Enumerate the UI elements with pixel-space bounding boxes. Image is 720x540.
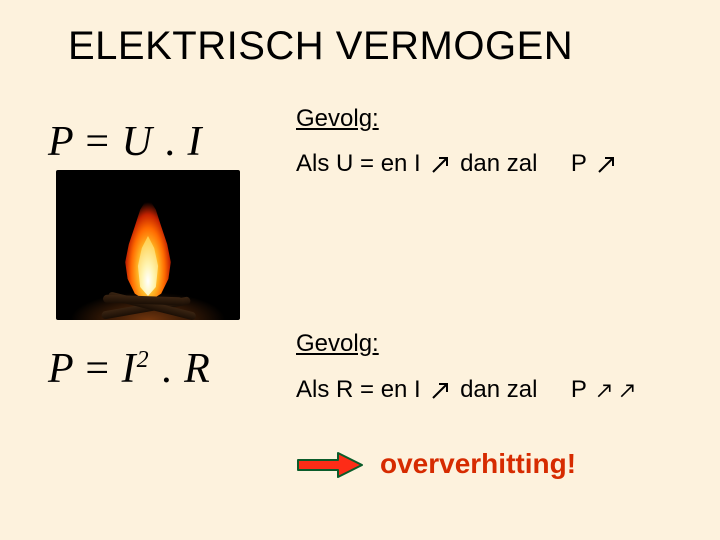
fire-logs	[93, 290, 203, 314]
g1-mid: dan zal	[460, 150, 537, 177]
arrow-up-icon	[618, 380, 636, 402]
g2-mid: dan zal	[460, 376, 537, 403]
gevolg2-label: Gevolg:	[296, 330, 379, 358]
arrow-up-icon	[429, 380, 451, 402]
gevolg1-label: Gevolg:	[296, 105, 379, 133]
fire-image	[56, 170, 240, 320]
g1-pre: Als U = en I	[296, 150, 421, 177]
arrow-up-icon	[429, 154, 451, 176]
f1-p: P	[48, 119, 74, 165]
f2-i: I	[122, 346, 137, 392]
gevolg2-body: Als R = en I dan zal P	[296, 376, 638, 404]
f2-exp: 2	[137, 347, 150, 373]
formula-p-i2r: P = I2 . R	[48, 345, 211, 393]
g1-after: P	[571, 150, 587, 177]
gevolg1-body: Als U = en I dan zal P	[296, 150, 619, 178]
log	[103, 295, 183, 306]
equals-icon: =	[85, 346, 121, 392]
formula-p-ui: P = U . I	[48, 118, 202, 166]
f1-i: I	[187, 119, 202, 165]
arrow-up-icon	[595, 154, 617, 176]
g2-pre: Als R = en I	[296, 376, 421, 403]
f1-u: U	[122, 119, 153, 165]
arrow-up-icon	[595, 380, 613, 402]
slide-title: ELEKTRISCH VERMOGEN	[68, 24, 573, 69]
dot-icon: .	[164, 119, 187, 165]
dot-icon: .	[161, 346, 184, 392]
arrow-right-icon	[296, 450, 364, 480]
f2-r: R	[184, 346, 211, 392]
overheating-warning: oververhitting!	[380, 448, 576, 480]
equals-icon: =	[85, 119, 121, 165]
g2-after: P	[571, 376, 587, 403]
f2-p: P	[48, 346, 74, 392]
